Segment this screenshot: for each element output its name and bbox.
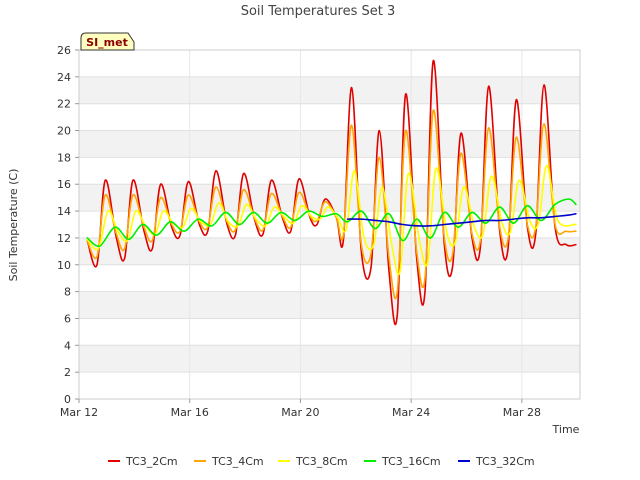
chart-title: Soil Temperatures Set 3 — [241, 4, 396, 19]
y-tick-label: 16 — [57, 178, 71, 191]
site-label: SI_met — [86, 36, 128, 49]
legend-label: TC3_32Cm — [475, 455, 535, 468]
x-axis-ticks: Mar 12 Mar 16 Mar 20 Mar 24 Mar 28 — [60, 399, 541, 419]
y-tick-label: 24 — [57, 71, 71, 84]
legend-label: TC3_2Cm — [125, 455, 178, 468]
series-line-tc3-16cm — [86, 198, 577, 247]
y-tick-label: 20 — [57, 125, 71, 138]
plot-band — [79, 157, 580, 185]
y-tick-label: 12 — [57, 232, 71, 245]
plot-frame — [78, 49, 581, 400]
y-tick-label: 4 — [64, 339, 71, 352]
y-tick-label: 8 — [64, 286, 71, 299]
series-line-tc3-4cm — [86, 109, 577, 300]
plot-band — [79, 318, 580, 346]
series-lines — [86, 59, 577, 326]
x-tick-label: Mar 12 — [60, 406, 98, 419]
y-tick-label: 26 — [57, 44, 71, 57]
x-tick-label: Mar 24 — [392, 406, 430, 419]
y-tick-label: 18 — [57, 151, 71, 164]
y-axis-label: Soil Temperature (C) — [7, 169, 20, 282]
plot-band — [79, 130, 580, 158]
plot-band — [79, 291, 580, 319]
legend-label: TC3_16Cm — [381, 455, 441, 468]
x-axis-label: Time — [552, 423, 580, 436]
plot-band — [79, 372, 580, 399]
plot-area — [79, 50, 580, 399]
legend: TC3_2Cm TC3_4Cm TC3_8Cm TC3_16Cm TC3_32Cm — [108, 455, 535, 468]
y-tick-label: 0 — [64, 393, 71, 406]
y-tick-label: 2 — [64, 366, 71, 379]
plot-band — [79, 345, 580, 373]
plot-band — [79, 103, 580, 131]
legend-label: TC3_4Cm — [211, 455, 264, 468]
series-line-tc3-32cm — [346, 212, 577, 227]
y-tick-label: 14 — [57, 205, 71, 218]
y-tick-label: 6 — [64, 312, 71, 325]
x-tick-label: Mar 28 — [503, 406, 541, 419]
plot-band — [79, 76, 580, 104]
plot-band — [79, 50, 580, 77]
legend-label: TC3_8Cm — [295, 455, 348, 468]
site-label-badge: SI_met — [80, 32, 135, 51]
y-tick-label: 22 — [57, 98, 71, 111]
plot-band — [79, 264, 580, 292]
x-tick-label: Mar 20 — [281, 406, 319, 419]
y-tick-label: 10 — [57, 259, 71, 272]
plot-band — [79, 237, 580, 265]
x-tick-label: Mar 16 — [171, 406, 209, 419]
